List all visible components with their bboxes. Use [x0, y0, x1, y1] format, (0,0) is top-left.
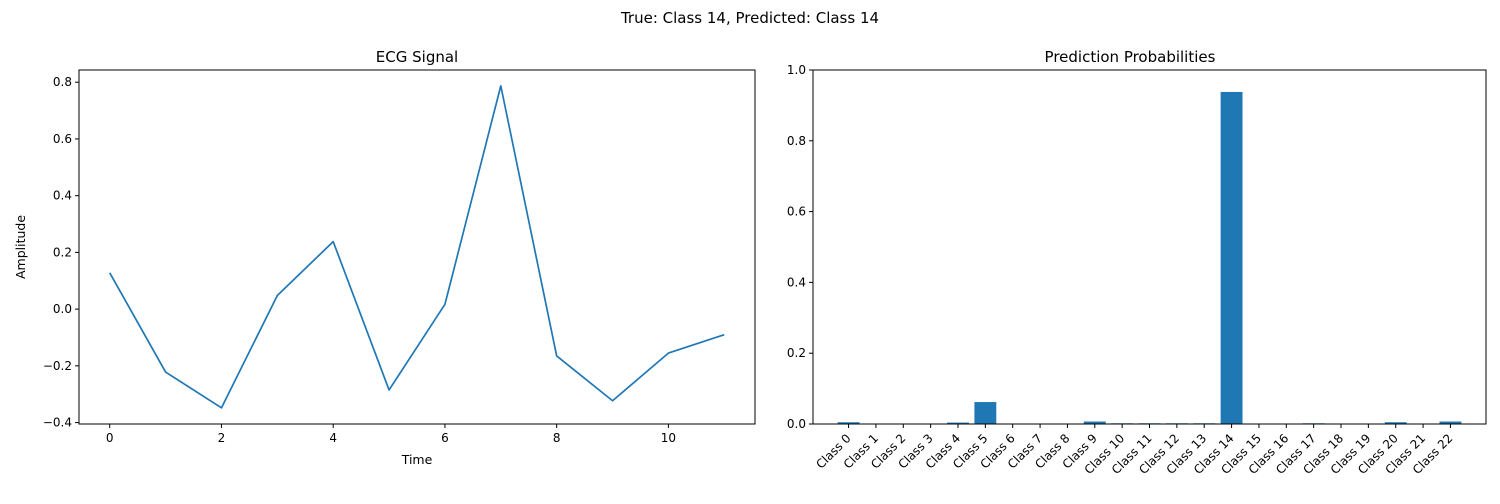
ecg-y-tick-label: 0.6: [53, 132, 72, 146]
ecg-y-tick-label: 0.2: [53, 245, 72, 259]
ecg-chart-title: ECG Signal: [376, 48, 458, 66]
probabilities-y-tick-label: 0.8: [787, 134, 806, 148]
ecg-y-tick-label: 0.4: [53, 189, 72, 203]
ecg-x-tick-label: 0: [106, 431, 114, 445]
probabilities-y-tick-label: 0.2: [787, 346, 806, 360]
figure-suptitle: True: Class 14, Predicted: Class 14: [620, 9, 879, 27]
ecg-x-tick-label: 10: [661, 431, 676, 445]
ecg-y-tick-label: 0.0: [53, 302, 72, 316]
ecg-axis-ticks: 0 2 4 6 8 10 −0.4 −0.2 0.0 0.2 0.4 0.6 0.8: [43, 75, 676, 445]
probabilities-y-tick-label: 0.0: [787, 417, 806, 431]
ecg-y-tick-label: −0.2: [43, 359, 72, 373]
probability-bar: [1220, 91, 1243, 424]
probability-bar: [837, 422, 860, 424]
probability-bar: [947, 422, 969, 424]
ecg-axes-frame: [78, 69, 756, 425]
probabilities-axes-frame: [812, 69, 1487, 425]
probability-bar: [1439, 421, 1462, 424]
probabilities-chart-title: Prediction Probabilities: [1045, 48, 1216, 66]
ecg-x-tick-label: 2: [218, 431, 226, 445]
probabilities-y-tick-label: 0.4: [787, 275, 806, 289]
ecg-x-tick-label: 6: [441, 431, 449, 445]
ecg-plot-area: [108, 85, 725, 409]
probability-bar: [1384, 422, 1407, 424]
ecg-y-tick-label: 0.8: [53, 75, 72, 89]
probabilities-y-tick-label: 0.6: [787, 205, 806, 219]
ecg-x-axis-label: Time: [401, 452, 433, 467]
probabilities-y-tick-label: 1.0: [787, 63, 806, 77]
probability-bar: [974, 402, 997, 424]
ecg-signal-chart: ECG Signal 0 2 4 6 8 10 −0.4 −0.2 0.0 0.2 0.4 0.6 0.…: [13, 48, 756, 467]
ecg-x-tick-label: 8: [553, 431, 561, 445]
ecg-x-tick-label: 4: [329, 431, 337, 445]
ecg-y-axis-label: Amplitude: [13, 215, 28, 279]
ecg-y-tick-label: −0.4: [43, 416, 72, 430]
probability-bar: [1083, 421, 1106, 424]
ecg-signal-line: [108, 85, 725, 409]
